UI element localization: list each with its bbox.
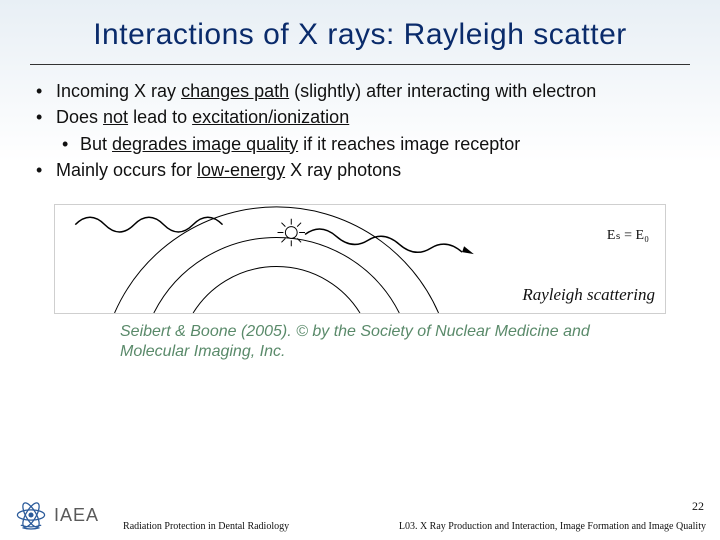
logo-text: IAEA bbox=[54, 505, 99, 526]
text: (slightly) after interacting with electr… bbox=[289, 81, 596, 101]
citation-text: Seibert & Boone (2005). © by the Society… bbox=[120, 322, 650, 362]
bullet-2-sub: But degrades image quality if it reaches… bbox=[56, 132, 692, 156]
bullet-1: Incoming X ray changes path (slightly) a… bbox=[36, 79, 692, 103]
footer-bar: IAEA Radiation Protection in Dental Radi… bbox=[0, 492, 720, 540]
text-underline: changes path bbox=[181, 81, 289, 101]
bullet-2: Does not lead to excitation/ionization B… bbox=[36, 105, 692, 156]
rayleigh-diagram: Eₛ = E₀ Rayleigh scattering bbox=[54, 204, 666, 314]
bullet-3: Mainly occurs for low-energy X ray photo… bbox=[36, 158, 692, 182]
slide-title: Interactions of X rays: Rayleigh scatter bbox=[0, 0, 720, 60]
text: But bbox=[80, 134, 112, 154]
text-underline: not bbox=[103, 107, 128, 127]
text-underline: low-energy bbox=[197, 160, 285, 180]
atom-icon bbox=[14, 498, 48, 532]
text-underline: excitation/ionization bbox=[192, 107, 349, 127]
text: if it reaches image receptor bbox=[298, 134, 520, 154]
text-underline: degrades image quality bbox=[112, 134, 298, 154]
text: Mainly occurs for bbox=[56, 160, 197, 180]
text: Incoming X ray bbox=[56, 81, 181, 101]
diagram-equation: Eₛ = E₀ bbox=[607, 227, 649, 244]
text: X ray photons bbox=[285, 160, 401, 180]
diagram-label: Rayleigh scattering bbox=[522, 285, 655, 305]
footer-center-text: Radiation Protection in Dental Radiology bbox=[99, 521, 399, 532]
text: Does bbox=[56, 107, 103, 127]
bullet-content: Incoming X ray changes path (slightly) a… bbox=[0, 79, 720, 182]
footer-right-text: L03. X Ray Production and Interaction, I… bbox=[399, 521, 706, 532]
iaea-logo: IAEA bbox=[14, 498, 99, 532]
title-divider bbox=[30, 64, 690, 65]
text: lead to bbox=[128, 107, 192, 127]
